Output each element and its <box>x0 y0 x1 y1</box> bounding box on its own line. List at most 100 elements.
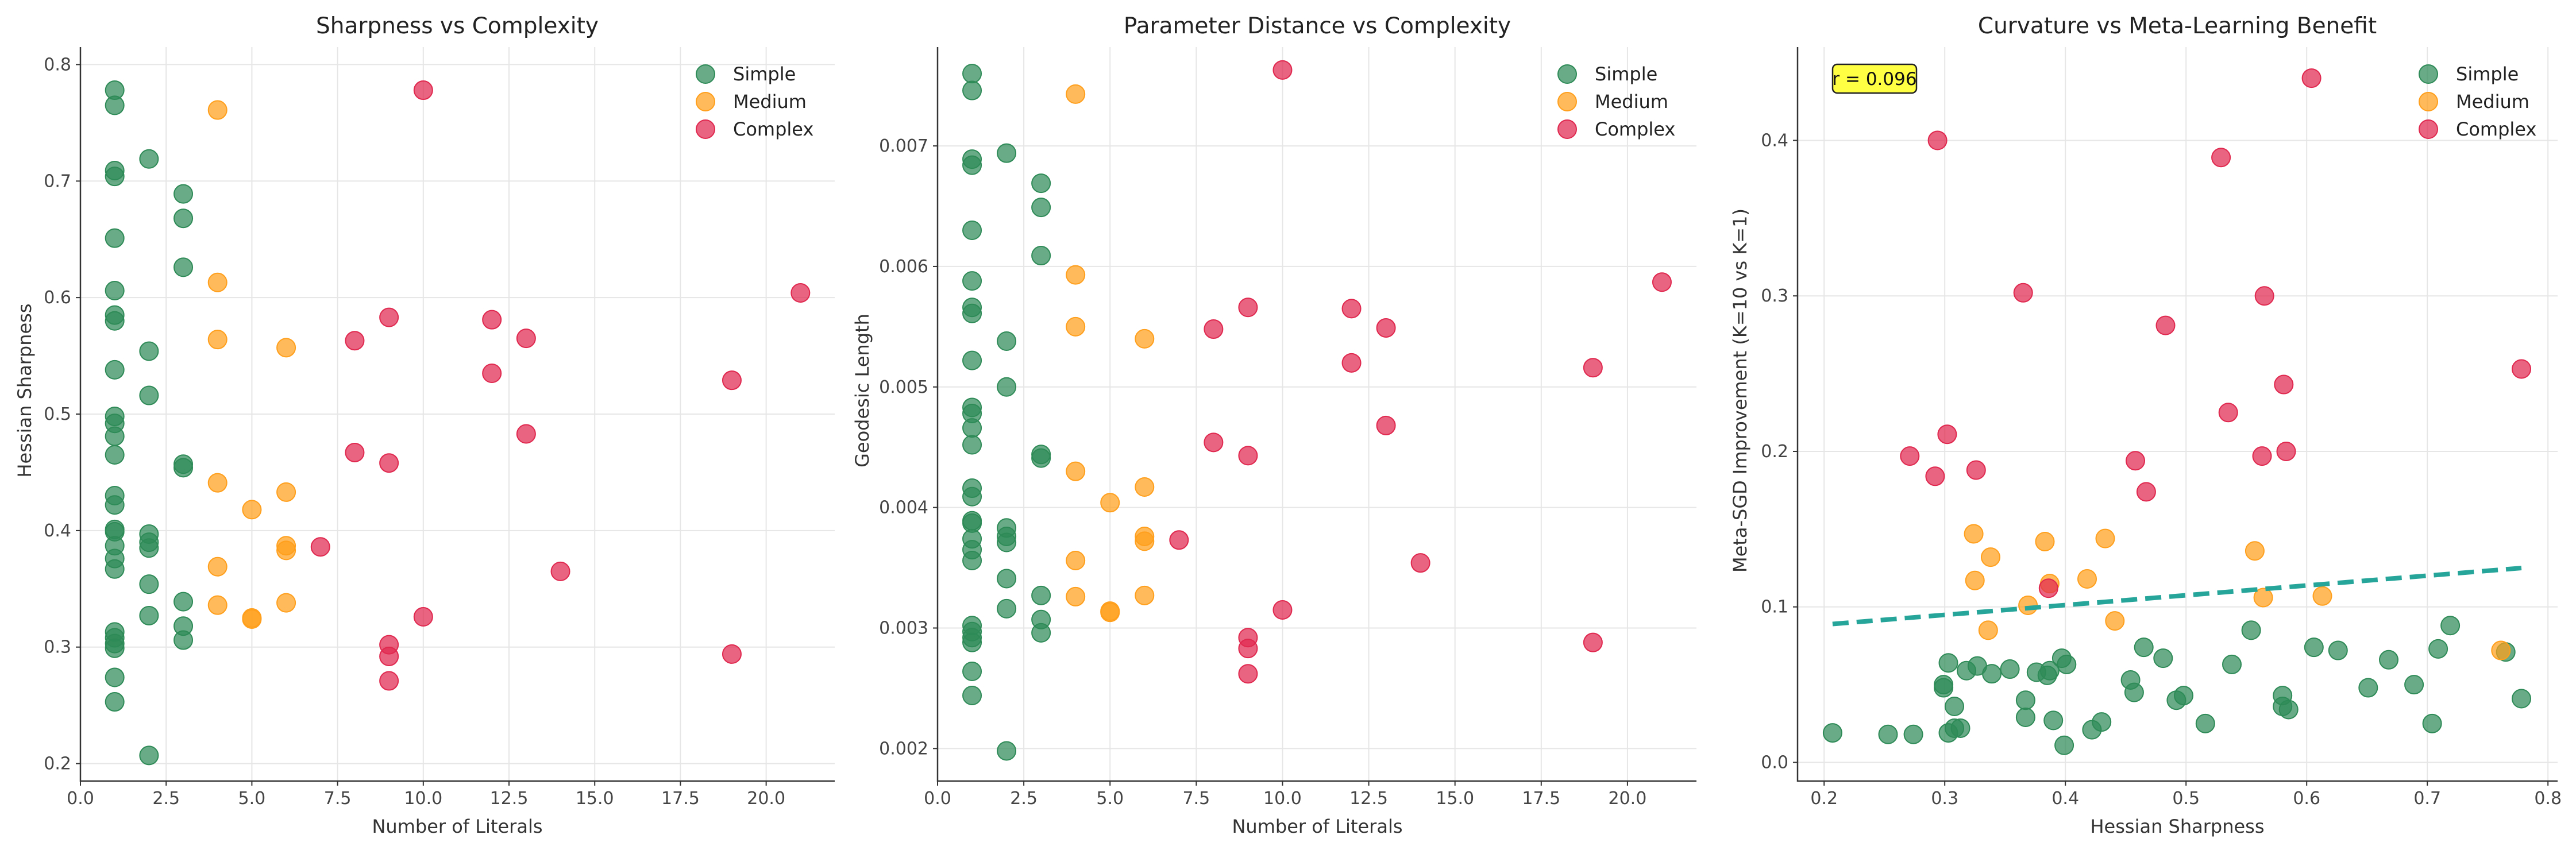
point-complex <box>1204 432 1224 453</box>
point-simple <box>105 95 125 115</box>
point-complex <box>1169 530 1189 550</box>
point-simple <box>139 149 159 169</box>
correlation-box <box>1831 63 1918 94</box>
legend-label-medium: Medium <box>2456 91 2529 113</box>
point-medium <box>1135 531 1155 551</box>
point-simple <box>139 385 159 405</box>
point-medium <box>207 557 227 577</box>
y-tick-label: 0.002 <box>879 739 928 759</box>
point-simple <box>139 341 159 361</box>
legend-2: Simple Medium Complex <box>1557 63 1675 140</box>
x-ticks-1: 0.0 2.5 5.0 7.5 10.0 12.5 15.0 17.5 20.0 <box>67 781 785 809</box>
legend-label-medium: Medium <box>1595 91 1668 113</box>
x-tick-label: 10.0 <box>404 789 442 809</box>
chart-title-1: Sharpness vs Complexity <box>316 13 599 39</box>
point-simple <box>2153 648 2173 668</box>
point-complex <box>1937 424 1957 445</box>
point-simple <box>1031 246 1051 266</box>
point-simple <box>2241 620 2261 640</box>
point-medium <box>242 609 262 629</box>
point-complex <box>1652 272 1672 292</box>
y-tick-label: 0.0 <box>1761 753 1788 773</box>
y-axis-label-3: Meta-SGD Improvement (K=10 vs K=1) <box>1729 208 1751 573</box>
point-complex <box>1966 460 1986 480</box>
point-simple <box>173 184 194 204</box>
point-simple <box>2174 686 2193 706</box>
y-axis-label-1: Hessian Sharpness <box>14 303 36 477</box>
x-tick-label: 15.0 <box>576 789 614 809</box>
point-simple <box>1878 724 1898 744</box>
point-simple <box>997 377 1017 397</box>
point-complex <box>1900 446 1920 466</box>
point-complex <box>2013 283 2033 303</box>
point-simple <box>2043 710 2064 731</box>
point-complex <box>1238 297 1258 318</box>
point-simple <box>105 280 125 300</box>
point-complex <box>1238 446 1258 466</box>
x-axis-label-3: Hessian Sharpness <box>2090 816 2264 837</box>
point-medium <box>2312 586 2332 606</box>
point-complex <box>1925 466 1945 486</box>
point-complex <box>2301 68 2322 88</box>
point-complex <box>1204 319 1224 339</box>
axis-spine <box>1796 47 2558 782</box>
point-medium <box>207 595 227 615</box>
point-complex <box>2038 578 2058 598</box>
point-simple <box>2422 713 2442 733</box>
y-tick-label: 0.2 <box>44 754 71 774</box>
point-simple <box>962 303 982 323</box>
point-simple <box>173 208 194 229</box>
x-axis-label-2: Number of Literals <box>1232 816 1402 837</box>
correlation-text: r = 0.096 <box>1832 69 1916 90</box>
point-medium <box>2035 532 2055 552</box>
point-complex <box>550 561 570 581</box>
chart-title-3: Curvature vs Meta-Learning Benefit <box>1978 13 2377 39</box>
point-simple <box>997 741 1017 761</box>
legend-marker-medium <box>696 92 715 111</box>
point-simple <box>2124 682 2144 702</box>
point-complex <box>379 646 399 666</box>
point-simple <box>173 458 194 478</box>
point-complex <box>379 307 399 327</box>
point-complex <box>379 453 399 473</box>
point-simple <box>2428 639 2448 659</box>
y-tick-label: 0.1 <box>1761 597 1788 617</box>
point-complex <box>722 644 742 664</box>
point-medium <box>1135 585 1155 605</box>
y-tick-label: 0.6 <box>44 288 71 308</box>
point-simple <box>962 350 982 370</box>
trend-line <box>1832 566 2522 627</box>
point-simple <box>1945 697 1964 717</box>
point-simple <box>2222 654 2242 674</box>
point-simple <box>997 143 1017 163</box>
point-simple <box>2092 712 2112 732</box>
legend-1: Simple Medium Complex <box>696 63 813 140</box>
point-medium <box>2491 640 2511 660</box>
y-tick-label: 0.3 <box>44 637 71 658</box>
point-simple <box>105 667 125 687</box>
x-tick-label: 12.5 <box>1349 789 1388 809</box>
point-complex <box>1272 60 1293 80</box>
point-simple <box>1031 198 1051 218</box>
points-3 <box>1822 68 2531 755</box>
x-tick-label: 7.5 <box>1182 789 1210 809</box>
point-simple <box>1982 664 2002 684</box>
legend-label-complex: Complex <box>733 118 813 140</box>
point-complex <box>482 310 502 330</box>
point-simple <box>1031 448 1051 468</box>
point-medium <box>2245 541 2265 561</box>
y-ticks-1: 0.2 0.3 0.4 0.5 0.6 0.7 0.8 <box>44 55 80 774</box>
panel-sharpness-vs-complexity: 0.0 2.5 5.0 7.5 10.0 12.5 15.0 17.5 20.0 0.2 0.3 0… <box>14 13 835 837</box>
y-tick-label: 0.8 <box>44 55 71 75</box>
y-tick-label: 0.004 <box>879 498 928 518</box>
point-simple <box>105 692 125 712</box>
y-ticks-2: 0.002 0.003 0.004 0.005 0.006 0.007 <box>879 136 938 759</box>
point-simple <box>962 418 982 438</box>
point-simple <box>1031 623 1051 643</box>
point-complex <box>1927 130 1948 150</box>
point-complex <box>345 442 365 462</box>
point-complex <box>482 364 502 383</box>
y-axis-label-2: Geodesic Length <box>851 314 873 467</box>
y-tick-label: 0.006 <box>879 257 928 277</box>
point-simple <box>997 598 1017 619</box>
